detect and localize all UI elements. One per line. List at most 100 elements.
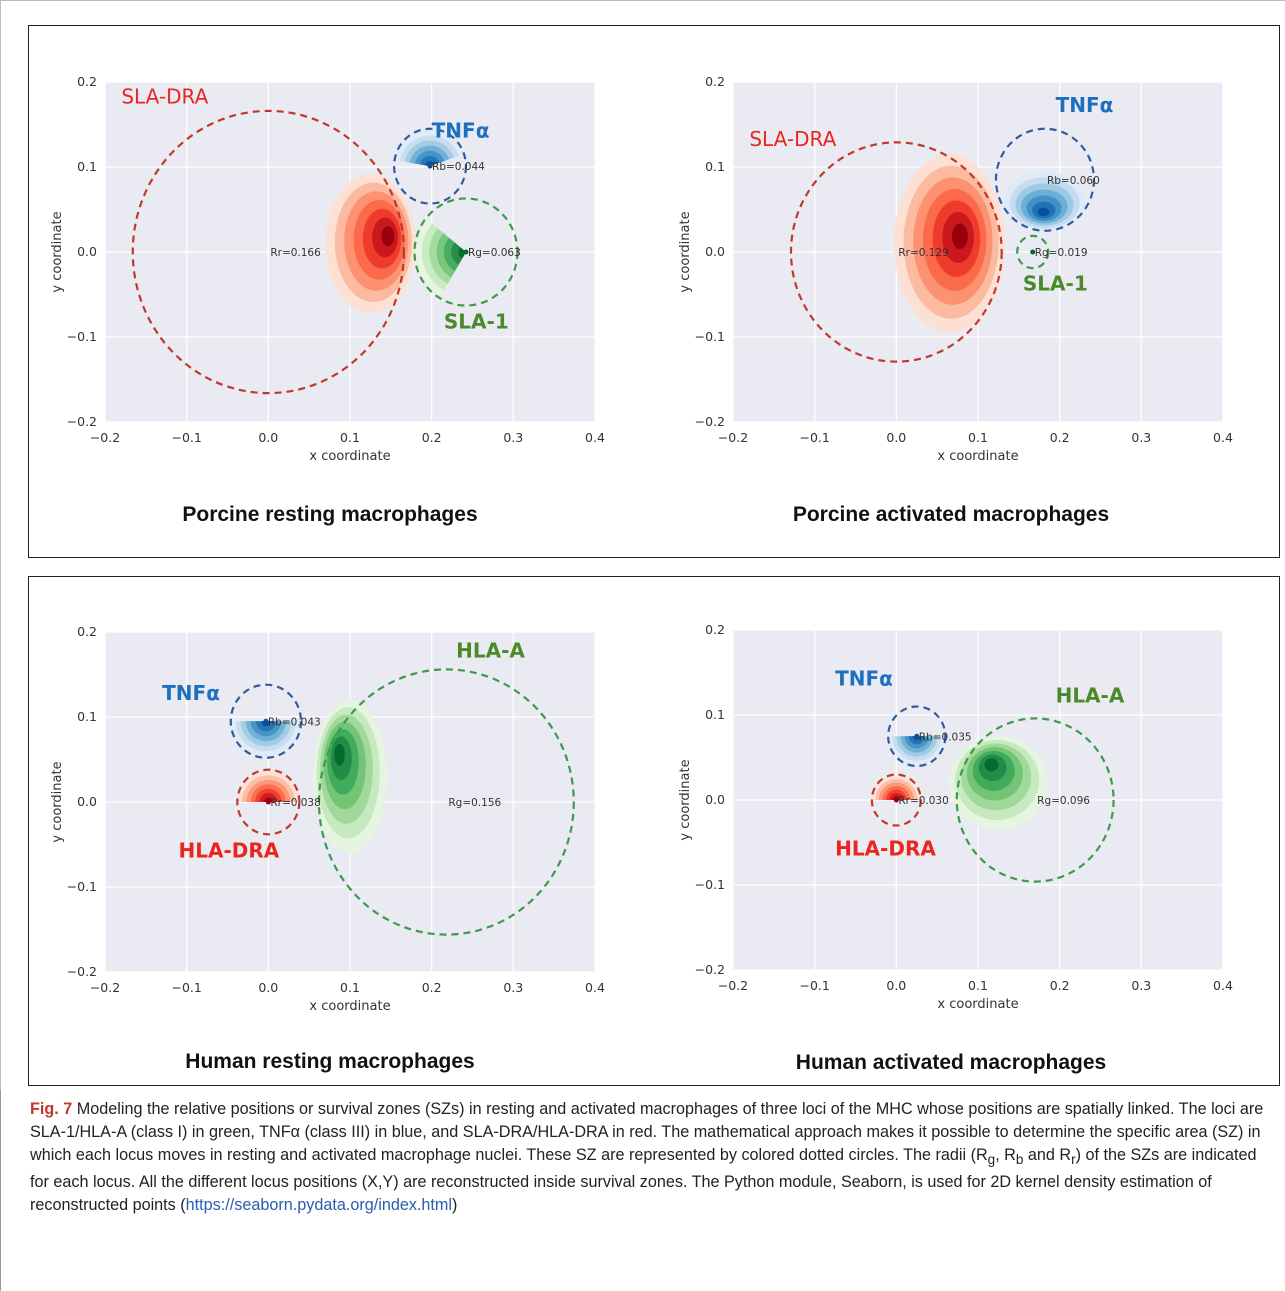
x-axis-label: x coordinate [937,449,1018,464]
chart-porcine-activated: −0.2 −0.1 0.0 0.1 0.2 0.3 0.4 0.2 0.1 0.0 −0.1 −0.2… [678,74,1233,464]
caption-sub-g: g [987,1152,996,1168]
y-tick-label: −0.1 [67,329,97,344]
y-tick-label: −0.2 [695,962,725,977]
y-tick-label: −0.2 [67,964,97,979]
caption-side-rule [0,1090,7,1290]
density-level [1037,207,1050,217]
x-tick-label: 0.1 [968,978,988,993]
survival-zone-hla-a [317,668,575,936]
x-tick-label: 0.3 [1131,430,1151,445]
survival-zone-tnfα [229,683,303,759]
x-tick-label: 0.0 [258,430,278,445]
caption-text: Modeling the relative positions or survi… [30,1100,1264,1164]
locus-label: HLA-DRA [835,836,936,860]
survival-zone-hla-dra [236,768,301,836]
x-tick-label: 0.4 [1213,430,1233,445]
caption-link[interactable]: https://seaborn.pydata.org/index.html [185,1196,453,1215]
subtitle-porcine-activated: Porcine activated macrophages [792,503,1110,526]
x-tick-label: 0.3 [1131,978,1151,993]
x-tick-label: 0.2 [1050,978,1070,993]
density-level [908,736,925,745]
density-peak [263,718,269,724]
y-tick-label: 0.0 [705,792,725,807]
x-tick-label: −0.2 [90,980,120,995]
density-fan-tnfα [394,130,464,169]
y-tick-label: −0.2 [695,414,725,429]
survival-zone-hla-a [955,717,1115,883]
radius-label: Rg=0.019 [1035,247,1088,259]
density-fan-tnfα [230,718,301,757]
chart-human-activated: −0.2 −0.1 0.0 0.1 0.2 0.3 0.4 0.2 0.1 0.0 −0.1 −0.2… [678,622,1233,1012]
radius-label: Rg=0.156 [448,797,501,809]
subtitle-porcine-resting: Porcine resting macrophages [182,503,478,526]
density-blob-sla-dra [325,173,416,314]
y-tick-label: 0.1 [705,159,725,174]
y-tick-label: 0.2 [705,74,725,89]
y-tick-label: −0.2 [67,414,97,429]
x-tick-label: 0.4 [585,430,605,445]
subtitle-human-activated: Human activated macrophages [795,1051,1107,1074]
density-level [984,758,999,772]
locus-label: TNFα [162,681,220,705]
density-blob-hla-a [949,736,1048,830]
y-tick-label: −0.1 [695,877,725,892]
density-level [381,226,395,247]
survival-zone-sla-dra [789,141,1003,363]
x-tick-label: −0.1 [799,978,829,993]
density-peak [265,799,271,805]
radius-label: Rb=0.043 [268,716,321,728]
radius-label: Rb=0.060 [1047,175,1100,187]
density-blob-sla-dra [893,154,1005,333]
page-top-rule [0,0,1285,1]
y-tick-label: 0.2 [705,622,725,637]
locus-label: HLA-A [456,639,525,663]
plot-content [131,109,519,395]
x-tick-label: −0.2 [90,430,120,445]
x-tick-label: 0.1 [340,430,360,445]
y-tick-label: −0.1 [67,879,97,894]
survival-zone-tnfα [994,127,1096,232]
radius-label: Rr=0.030 [898,795,948,807]
density-level [451,242,466,265]
x-axis-label: x coordinate [309,999,390,1014]
page-left-rule [0,0,1,1291]
locus-label: TNFα [835,666,893,690]
y-axis-label: y coordinate [678,759,693,840]
locus-label: TNFα [432,118,490,142]
y-tick-label: 0.0 [77,794,97,809]
radius-label: Rr=0.038 [270,797,320,809]
x-axis-label: x coordinate [309,449,390,464]
density-fan-hla-dra [871,775,921,803]
x-tick-label: 0.3 [503,980,523,995]
caption-text-2: ) of the SZs are indicated for each locu… [30,1146,1257,1215]
density-level [259,793,278,802]
x-tick-label: 0.0 [886,430,906,445]
y-tick-label: 0.1 [77,159,97,174]
y-axis-label: y coordinate [678,211,693,292]
y-axis-label: y coordinate [50,761,65,842]
plot-content [870,705,1115,883]
density-level [951,223,968,249]
x-tick-label: 0.3 [503,430,523,445]
y-tick-label: 0.0 [705,244,725,259]
caption-fig-label: Fig. 7 [30,1100,73,1118]
caption-sub-b: b [1015,1152,1024,1168]
locus-label: HLA-DRA [179,838,280,862]
density-peak [463,249,469,255]
density-peak [893,797,899,803]
y-axis-label: y coordinate [50,211,65,292]
y-tick-label: 0.2 [77,624,97,639]
density-level [889,793,904,800]
caption-sep-1: , R [995,1146,1016,1164]
caption-sub-r: r [1071,1152,1076,1168]
locus-label: HLA-A [1056,683,1125,707]
survival-zone-hla-dra [870,773,922,827]
locus-label: SLA-DRA [121,84,208,108]
density-blob-hla-a [313,700,387,853]
density-blob-sla-1 [1030,249,1036,255]
x-tick-label: −0.1 [171,980,201,995]
y-tick-label: 0.2 [77,74,97,89]
radius-label: Rr=0.129 [898,247,948,259]
locus-label: SLA-DRA [749,127,836,151]
density-level [424,161,435,167]
